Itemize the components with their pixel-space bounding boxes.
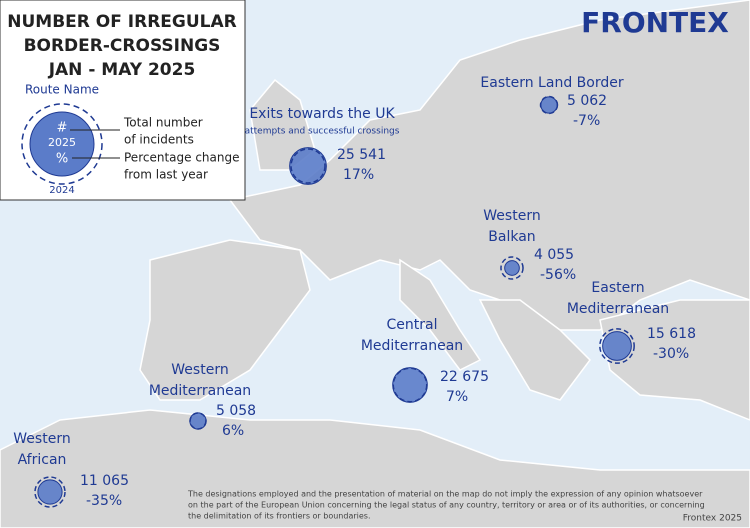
incidents-label: 5 058 (216, 403, 256, 419)
route-name: Mediterranean (361, 338, 463, 354)
route-prev-circle (500, 256, 524, 280)
disclaimer: The designations employed and the presen… (187, 490, 705, 521)
route-name: Western (171, 362, 228, 378)
symbol-year: 2025 (48, 136, 76, 149)
route-circle (602, 331, 632, 361)
symbol-change: % (56, 152, 68, 167)
incidents-label: 11 065 (80, 473, 129, 489)
route-name: Exits towards the UK (249, 106, 395, 122)
route-name: Balkan (488, 229, 535, 245)
change-label: 17% (343, 167, 374, 183)
routes: Eastern Land Border 5 062 -7% Exits towards… (13, 75, 696, 509)
route-circle (37, 479, 63, 505)
route-name: African (18, 452, 67, 468)
change-label: 6% (222, 423, 244, 439)
credit: Frontex 2025 (683, 514, 742, 524)
disclaimer-line: on the part of the European Union concer… (188, 501, 705, 510)
symbol-prev-year: 2024 (49, 185, 74, 196)
change-label: -30% (653, 346, 689, 362)
change-label: -56% (540, 267, 576, 283)
route-prev-circle (34, 476, 66, 508)
legend-title: NUMBER OF IRREGULAR (7, 12, 236, 32)
incidents-label: 15 618 (647, 326, 696, 342)
route-name: Western (13, 431, 70, 447)
legend-count-text: Total number (123, 116, 203, 130)
legend-change-text: Percentage change (124, 151, 239, 165)
route-name: Mediterranean (567, 301, 669, 317)
logo: FRONTEX (581, 6, 729, 39)
legend-prev (21, 103, 103, 185)
change-label: -7% (573, 113, 600, 129)
route-name: Eastern (591, 280, 644, 296)
change-label: -35% (86, 493, 122, 509)
incidents-label: 5 062 (567, 93, 607, 109)
disclaimer-line: The designations employed and the presen… (187, 490, 703, 499)
route-prev-circle (189, 412, 207, 430)
route-name: Western (483, 208, 540, 224)
change-label: 7% (446, 389, 468, 405)
route-name: Central (387, 317, 438, 333)
symbol-count: # (57, 121, 68, 136)
route-circle (289, 147, 327, 185)
incidents-label: 22 675 (440, 369, 489, 385)
route-prev-circle (392, 367, 428, 403)
route-name: Route Name (25, 83, 99, 97)
route-name: Mediterranean (149, 383, 251, 399)
legend-title: BORDER-CROSSINGS (24, 36, 221, 56)
route-prev-circle (599, 328, 635, 364)
legend-title: JAN - MAY 2025 (48, 60, 196, 80)
route-name: Eastern Land Border (480, 75, 623, 91)
incidents-label: 25 541 (337, 147, 386, 163)
disclaimer-line: the delimitation of its frontiers or bou… (188, 512, 371, 521)
route-note: attempts and successful crossings (245, 127, 400, 137)
legend: NUMBER OF IRREGULAR BORDER-CROSSINGS JAN -… (7, 12, 239, 196)
legend-change-text: from last year (124, 168, 208, 182)
route-prev-circle (290, 148, 326, 184)
route-circle (504, 260, 520, 276)
incidents-label: 4 055 (534, 247, 574, 263)
route-prev-circle (539, 95, 559, 115)
legend-count-text: of incidents (124, 133, 194, 147)
legend-circle (29, 111, 95, 177)
